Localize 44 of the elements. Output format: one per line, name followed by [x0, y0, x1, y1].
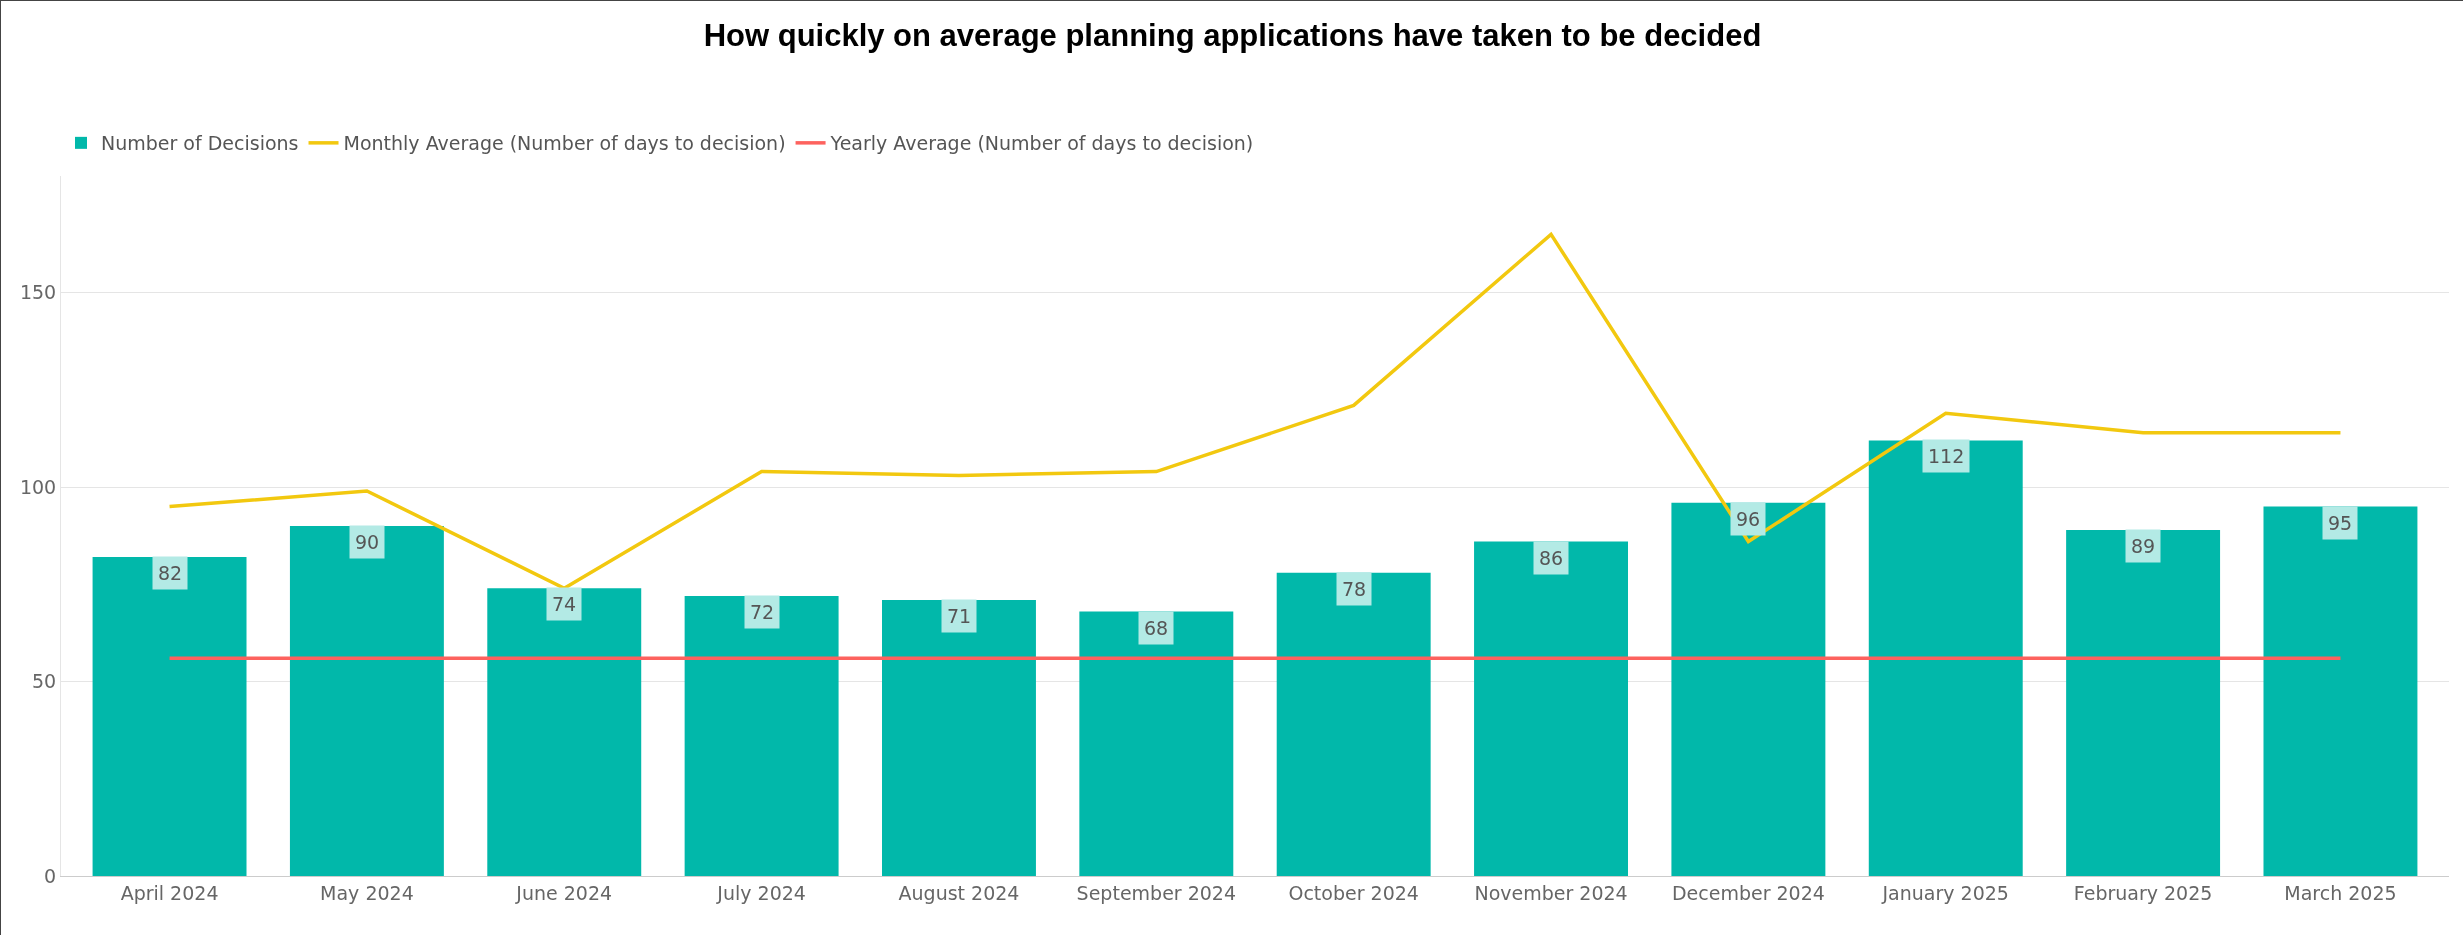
bar — [289, 526, 444, 876]
data-label: 89 — [2131, 535, 2156, 557]
x-tick-label: June 2024 — [515, 881, 613, 904]
data-label: 95 — [2328, 512, 2353, 534]
x-tick-label: January 2025 — [1881, 881, 2009, 904]
legend-label: Yearly Average (Number of days to decision) — [829, 132, 1254, 155]
data-label: 112 — [1928, 445, 1965, 467]
x-tick-label: October 2024 — [1288, 881, 1419, 904]
data-label: 74 — [552, 593, 577, 615]
bar — [2066, 529, 2221, 876]
bar — [1079, 611, 1234, 876]
x-tick-label: May 2024 — [320, 881, 414, 904]
data-label: 82 — [158, 562, 183, 584]
bar — [882, 599, 1036, 876]
data-label: 96 — [1736, 508, 1761, 530]
x-tick-label: April 2024 — [120, 881, 219, 904]
legend-label: Monthly Average (Number of days to decision) — [343, 132, 786, 155]
x-tick-label: November 2024 — [1474, 881, 1628, 904]
y-tick-label: 150 — [19, 281, 57, 304]
data-label: 78 — [1342, 578, 1367, 600]
x-tick-label: September 2024 — [1076, 881, 1237, 904]
chart-title: How quickly on average planning applications have taken to be decided — [703, 18, 1762, 54]
bar — [1474, 541, 1628, 876]
bar — [92, 557, 247, 876]
bar — [1868, 440, 2023, 876]
bar — [684, 596, 839, 876]
bar — [2263, 506, 2418, 876]
bar — [487, 588, 642, 876]
data-label: 72 — [750, 601, 775, 623]
x-tick-label: August 2024 — [898, 881, 1020, 904]
y-tick-label: 50 — [32, 670, 57, 693]
x-tick-label: July 2024 — [716, 881, 806, 904]
y-tick-label: 0 — [44, 864, 57, 887]
x-tick-label: December 2024 — [1671, 881, 1825, 904]
y-tick-label: 100 — [19, 475, 57, 498]
x-tick-label: February 2025 — [2073, 881, 2213, 904]
data-label: 86 — [1539, 547, 1564, 569]
legend-label: Number of Decisions — [101, 132, 299, 155]
bar — [1671, 502, 1826, 876]
bar — [1276, 572, 1431, 876]
data-label: 71 — [947, 605, 972, 627]
x-tick-label: March 2025 — [2284, 881, 2397, 904]
data-label: 90 — [355, 531, 380, 553]
data-label: 68 — [1144, 617, 1169, 639]
